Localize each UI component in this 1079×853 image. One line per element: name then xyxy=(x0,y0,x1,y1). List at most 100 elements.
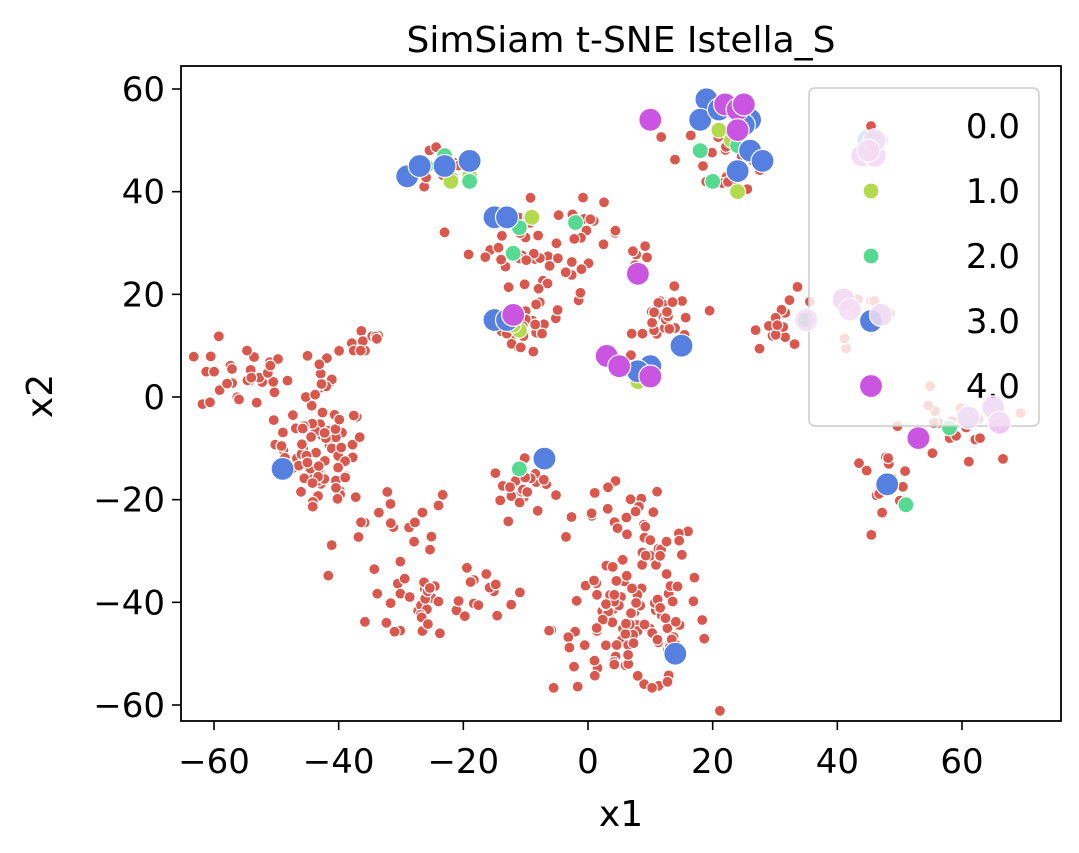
data-point xyxy=(339,471,352,484)
data-point xyxy=(696,613,709,627)
data-point xyxy=(551,252,565,265)
data-point xyxy=(663,641,688,666)
data-point xyxy=(514,341,527,354)
x-tick-label: −40 xyxy=(303,742,375,782)
data-point xyxy=(788,338,801,351)
data-point xyxy=(208,365,221,378)
data-point xyxy=(610,638,623,652)
data-point xyxy=(590,588,604,601)
data-point xyxy=(495,253,508,266)
data-point xyxy=(295,438,308,451)
data-point xyxy=(281,374,294,387)
data-point xyxy=(355,324,368,337)
legend-frame xyxy=(808,87,1040,427)
data-point xyxy=(408,535,421,548)
data-point xyxy=(306,476,319,490)
data-point xyxy=(492,241,505,254)
data-point xyxy=(495,229,508,242)
data-point xyxy=(267,375,280,388)
data-point xyxy=(731,92,756,117)
y-tick-label: −60 xyxy=(93,686,165,726)
data-point xyxy=(347,409,360,422)
data-point xyxy=(562,630,575,644)
data-point xyxy=(687,595,700,608)
data-point xyxy=(659,612,672,625)
data-point xyxy=(926,447,939,460)
data-point xyxy=(421,617,434,631)
data-point xyxy=(551,303,564,317)
data-point xyxy=(187,350,200,363)
data-point xyxy=(660,567,673,581)
data-point xyxy=(636,327,649,340)
legend-label-3.0: 3.0 xyxy=(966,302,1020,342)
data-point xyxy=(423,581,436,595)
data-point xyxy=(384,497,397,510)
data-point xyxy=(783,294,796,307)
x-tick-label: 40 xyxy=(816,742,859,782)
data-point xyxy=(669,615,682,628)
data-point xyxy=(372,506,385,519)
data-point xyxy=(240,344,254,357)
data-point xyxy=(703,304,716,317)
data-point xyxy=(653,549,667,562)
data-point xyxy=(462,248,475,261)
data-point xyxy=(749,324,762,337)
data-point xyxy=(333,413,346,426)
data-point xyxy=(608,588,621,601)
data-point xyxy=(547,681,560,694)
data-point xyxy=(599,639,613,652)
data-point xyxy=(425,530,438,543)
data-point xyxy=(584,213,597,226)
series-0.0 xyxy=(187,114,1027,717)
legend: 0.01.02.03.04.0 xyxy=(794,87,1040,435)
data-point xyxy=(494,494,507,507)
legend-label-0.0: 0.0 xyxy=(966,107,1020,147)
data-point xyxy=(675,548,689,561)
data-point xyxy=(669,333,694,358)
data-point xyxy=(725,118,750,143)
data-point xyxy=(433,627,446,640)
data-point xyxy=(472,599,485,612)
data-point xyxy=(645,681,659,694)
data-point xyxy=(305,430,318,444)
data-point xyxy=(881,452,895,465)
data-point xyxy=(329,481,343,494)
data-point xyxy=(510,460,529,478)
data-point xyxy=(221,377,234,390)
data-point xyxy=(541,277,554,290)
data-point xyxy=(663,322,676,335)
data-point xyxy=(638,618,651,631)
data-point xyxy=(232,393,246,406)
legend-faded-point xyxy=(868,302,894,327)
y-tick-label: 40 xyxy=(122,173,165,213)
data-point xyxy=(479,251,492,264)
y-axis: −60 −40 −20 0 20 40 60 xyxy=(93,70,181,726)
data-point xyxy=(570,594,583,607)
data-point xyxy=(973,432,987,445)
data-point xyxy=(423,543,437,556)
data-point xyxy=(368,563,381,576)
legend-faded-point xyxy=(837,297,862,322)
data-point xyxy=(388,625,401,638)
data-point xyxy=(489,578,502,591)
plot-frame xyxy=(180,65,1062,722)
data-point xyxy=(650,485,664,498)
data-point xyxy=(312,460,325,473)
data-point xyxy=(852,457,866,470)
data-point xyxy=(631,669,644,682)
data-point xyxy=(513,496,526,509)
data-point xyxy=(571,680,584,693)
data-point xyxy=(565,255,578,269)
data-point xyxy=(403,590,416,604)
data-point xyxy=(597,196,611,209)
data-point xyxy=(384,597,397,610)
data-point xyxy=(644,534,657,547)
data-point xyxy=(408,516,421,529)
legend-label-1.0: 1.0 xyxy=(966,172,1020,212)
data-point xyxy=(704,172,722,190)
data-point xyxy=(521,485,534,499)
data-point xyxy=(567,660,581,673)
plot-points xyxy=(187,87,1027,717)
data-point xyxy=(585,507,598,520)
data-point xyxy=(651,633,664,646)
